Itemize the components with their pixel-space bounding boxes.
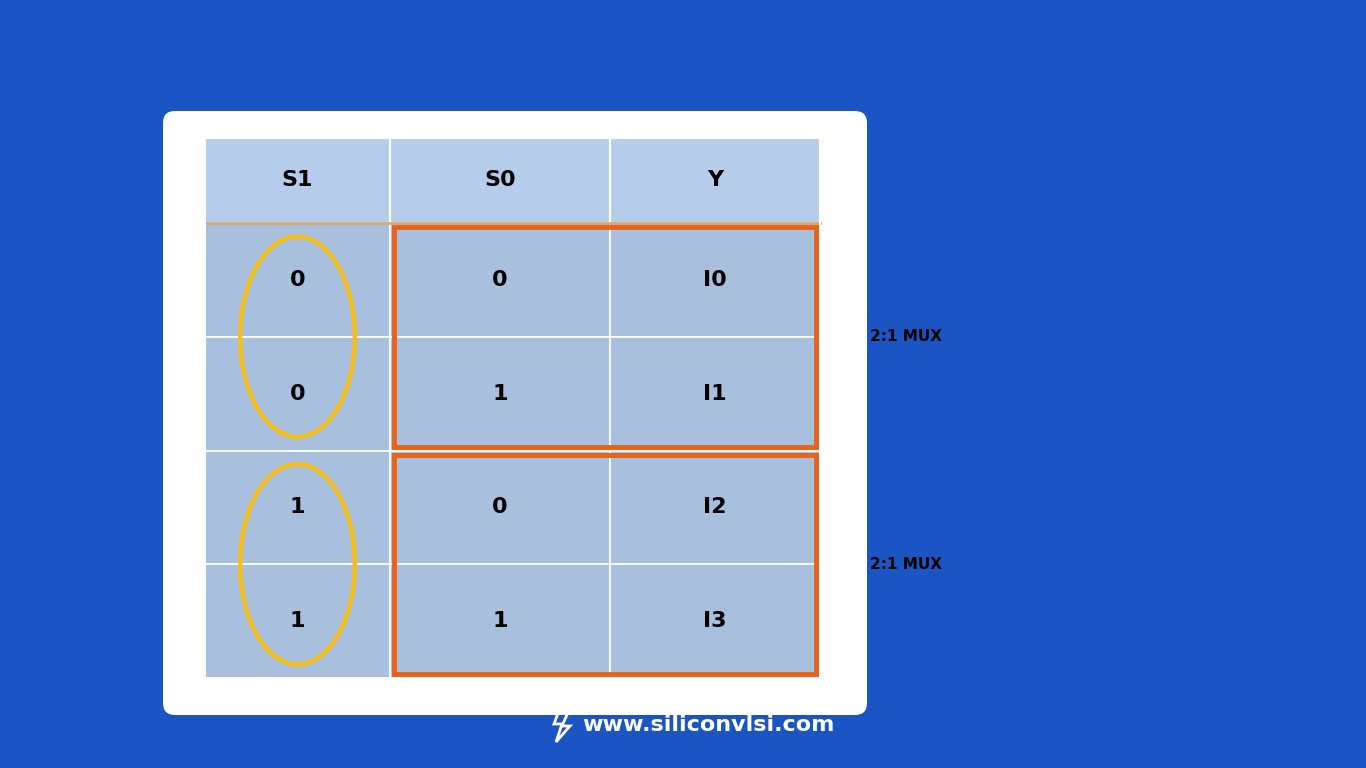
Bar [391, 138, 611, 223]
Bar [205, 138, 820, 223]
Text: www.siliconvlsi.com: www.siliconvlsi.com [582, 715, 835, 735]
Text: 1: 1 [492, 611, 508, 631]
Text: I2: I2 [703, 498, 727, 518]
Bar [205, 451, 391, 564]
Bar [611, 451, 820, 564]
Bar [205, 138, 391, 223]
Bar [205, 138, 820, 678]
Bar [391, 336, 611, 451]
Text: Y: Y [708, 170, 723, 190]
Text: I1: I1 [703, 384, 727, 404]
Bar [393, 227, 816, 446]
Text: 1: 1 [290, 498, 305, 518]
Text: I3: I3 [703, 611, 727, 631]
Text: 0: 0 [290, 384, 306, 404]
Bar [611, 223, 820, 336]
Text: 2:1 MUX: 2:1 MUX [870, 557, 943, 571]
Bar [393, 455, 816, 674]
Bar [611, 564, 820, 678]
Text: 1: 1 [492, 384, 508, 404]
Text: S0: S0 [484, 170, 516, 190]
Bar [205, 223, 391, 336]
Bar [611, 138, 820, 223]
Bar [391, 223, 611, 336]
Text: 0: 0 [290, 270, 306, 290]
Text: 2:1 MUX: 2:1 MUX [870, 329, 943, 344]
Bar [611, 336, 820, 451]
Bar [205, 564, 391, 678]
Bar [391, 451, 611, 564]
Bar [205, 138, 820, 678]
Bar [391, 564, 611, 678]
FancyBboxPatch shape [163, 111, 867, 715]
Text: S1: S1 [281, 170, 313, 190]
Bar [205, 336, 391, 451]
Text: 1: 1 [290, 611, 305, 631]
Text: I0: I0 [703, 270, 727, 290]
Text: 0: 0 [492, 498, 508, 518]
Text: 0: 0 [492, 270, 508, 290]
